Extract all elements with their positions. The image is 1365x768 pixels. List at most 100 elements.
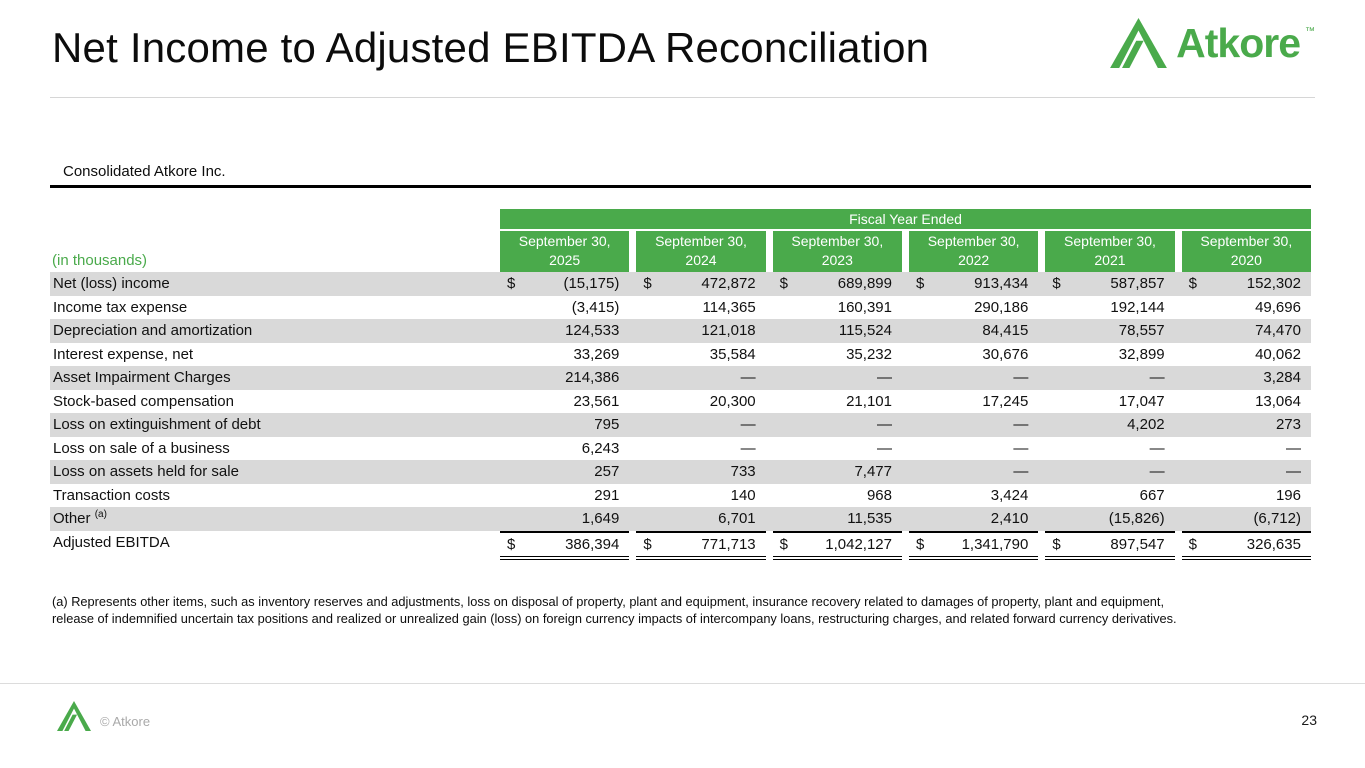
- value-cell: —: [1285, 463, 1301, 480]
- value-cell: 6,701: [718, 510, 756, 527]
- value-cell: $689,899: [779, 275, 892, 292]
- value-cell: —: [1285, 439, 1301, 457]
- row-label: Net (loss) income: [53, 275, 170, 292]
- value-cell: 290,186: [974, 298, 1029, 316]
- table-rows: Net (loss) income $ (15,175) $472,872 $689,8…: [50, 272, 1311, 560]
- value-cell: 17,245: [982, 392, 1029, 410]
- row-label: Asset Impairment Charges: [53, 369, 231, 386]
- copyright-text: © Atkore: [100, 714, 151, 729]
- row-label: Interest expense, net: [53, 345, 194, 363]
- value-cell: 49,696: [1255, 298, 1301, 316]
- value-cell: 7,477: [854, 463, 892, 480]
- value-cell: 21,101: [846, 392, 892, 410]
- row-label: Adjusted EBITDA: [53, 533, 170, 551]
- value-cell: 121,018: [701, 322, 756, 339]
- value-cell: 1,649: [581, 510, 620, 527]
- row-label: Loss on assets held for sale: [53, 463, 239, 480]
- value-cell: —: [1013, 416, 1029, 433]
- value-cell: $587,857: [1052, 275, 1165, 292]
- atkore-triangle-icon: [1110, 18, 1168, 68]
- value-cell: (15,826): [1108, 510, 1165, 527]
- value-cell: $1,341,790: [908, 530, 1039, 560]
- value-cell: —: [740, 369, 756, 386]
- column-header: September 30, 2023: [772, 231, 902, 272]
- table-row: Net (loss) income $ (15,175) $472,872 $689,8…: [50, 272, 1311, 296]
- value-cell: 11,535: [847, 510, 892, 527]
- value-cell: 17,047: [1118, 392, 1165, 410]
- value-cell: 160,391: [837, 298, 892, 316]
- value-cell: 3,424: [990, 486, 1029, 504]
- value-cell: —: [1013, 463, 1029, 480]
- value-cell: —: [1149, 369, 1165, 386]
- value-cell: —: [740, 416, 756, 433]
- value-cell: $326,635: [1181, 530, 1311, 560]
- row-label: Depreciation and amortization: [53, 322, 253, 339]
- value-cell: 968: [866, 486, 892, 504]
- column-header-row: (in thousands) September 30, 2025 Septembe…: [50, 231, 1311, 272]
- footnote-line-2: release of indemnified uncertain tax pos…: [52, 610, 1177, 626]
- value-cell: 291: [594, 486, 620, 504]
- value-cell: 733: [730, 463, 756, 480]
- value-cell: —: [876, 369, 892, 386]
- table-row: Income tax expense (3,415) 114,365 160,391 2…: [50, 296, 1311, 320]
- table-row: Stock-based compensation 23,561 20,300 21,1…: [50, 390, 1311, 414]
- table-row: Interest expense, net 33,269 35,584 35,232 3…: [50, 343, 1311, 367]
- row-label: Stock-based compensation: [53, 392, 234, 410]
- value-cell: 4,202: [1127, 416, 1165, 433]
- column-header: September 30, 2025: [500, 231, 630, 272]
- value-cell: —: [1013, 369, 1029, 386]
- value-cell: —: [876, 416, 892, 433]
- value-cell: 78,557: [1118, 322, 1165, 339]
- value-cell: 214,386: [565, 369, 620, 386]
- footnote-line-1: (a) Represents other items, such as inve…: [52, 594, 1165, 609]
- value-cell: 2,410: [990, 510, 1029, 527]
- value-cell: 40,062: [1255, 345, 1301, 363]
- value-cell: 74,470: [1255, 322, 1301, 339]
- value-cell: $152,302: [1188, 275, 1301, 292]
- value-cell: 13,064: [1255, 392, 1301, 410]
- table-top-rule: [50, 185, 1311, 188]
- table-caption: Consolidated Atkore Inc.: [63, 163, 226, 180]
- units-label: (in thousands): [52, 252, 148, 269]
- value-cell: —: [1149, 463, 1165, 480]
- table-row: Adjusted EBITDA $386,394 $771,713 $1,042,12…: [50, 530, 1311, 560]
- column-header: September 30, 2022: [908, 231, 1039, 272]
- table-row: Transaction costs 291 140 968 3,424 667 196: [50, 484, 1311, 508]
- value-cell: $913,434: [915, 275, 1029, 292]
- page-number: 23: [1301, 712, 1317, 728]
- value-cell: $ (15,175): [507, 275, 620, 292]
- value-cell: (3,415): [571, 298, 620, 316]
- row-label: Other (a): [53, 509, 107, 528]
- value-cell: 196: [1275, 486, 1301, 504]
- column-header: September 30, 2021: [1045, 231, 1175, 272]
- table-row: Loss on extinguishment of debt 795 — — — 4,20…: [50, 413, 1311, 437]
- value-cell: 114,365: [702, 298, 756, 316]
- atkore-logo: Atkore ™: [1110, 18, 1315, 68]
- row-label: Transaction costs: [53, 486, 170, 504]
- title-divider: [50, 97, 1315, 98]
- footnote: (a) Represents other items, such as inve…: [52, 594, 1314, 627]
- page-title: Net Income to Adjusted EBITDA Reconcilia…: [52, 24, 930, 71]
- fiscal-year-ended-header: Fiscal Year Ended: [500, 209, 1311, 229]
- value-cell: 140: [730, 486, 756, 504]
- value-cell: $897,547: [1045, 530, 1175, 560]
- value-cell: —: [1013, 439, 1029, 457]
- table-row: Loss on sale of a business 6,243 — — — — —: [50, 437, 1311, 461]
- row-label: Loss on extinguishment of debt: [53, 416, 261, 433]
- value-cell: 32,899: [1118, 345, 1165, 363]
- row-label: Income tax expense: [53, 298, 188, 316]
- value-cell: 33,269: [573, 345, 620, 363]
- value-cell: 84,415: [982, 322, 1029, 339]
- value-cell: —: [740, 439, 756, 457]
- value-cell: 6,243: [581, 439, 620, 457]
- value-cell: 667: [1139, 486, 1165, 504]
- value-cell: 192,144: [1110, 298, 1165, 316]
- value-cell: 257: [594, 463, 620, 480]
- column-header: September 30, 2020: [1181, 231, 1311, 272]
- table-row: Depreciation and amortization 124,533 121,…: [50, 319, 1311, 343]
- table-row: Other (a) 1,649 6,701 11,535 2,410 (15,826) (6…: [50, 507, 1311, 531]
- value-cell: 23,561: [573, 392, 620, 410]
- row-label: Loss on sale of a business: [53, 439, 230, 457]
- value-cell: $472,872: [643, 275, 756, 292]
